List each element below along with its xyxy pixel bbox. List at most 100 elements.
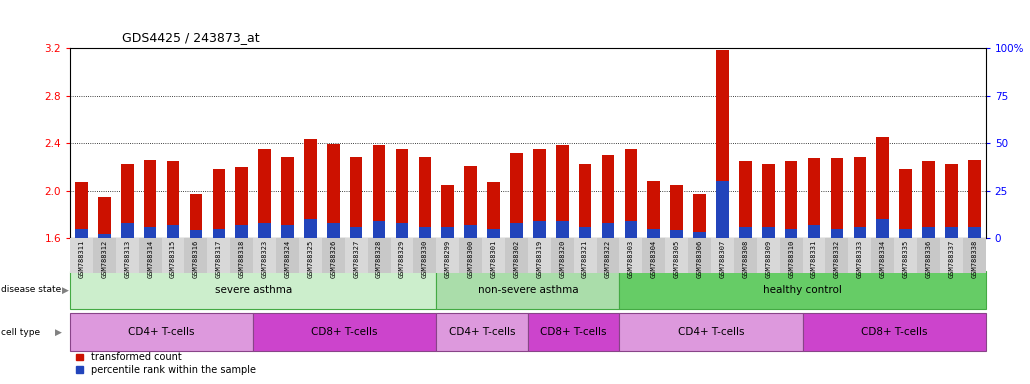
Bar (671, 230, 683, 238)
Text: GSM788335: GSM788335 (902, 240, 908, 278)
Bar (665, 238, 688, 273)
Bar (917, 238, 940, 273)
Bar (940, 238, 963, 273)
Text: GSM788326: GSM788326 (331, 240, 337, 278)
Bar (321, 238, 345, 273)
Text: GSM788334: GSM788334 (880, 240, 886, 278)
Bar (418, 227, 432, 238)
Text: GSM788338: GSM788338 (971, 240, 977, 278)
Bar (619, 271, 986, 309)
Bar (350, 157, 363, 238)
Bar (327, 223, 340, 238)
Bar (849, 238, 871, 273)
Text: GSM788305: GSM788305 (674, 240, 680, 278)
Bar (442, 185, 454, 238)
Bar (167, 161, 179, 238)
Text: GSM788321: GSM788321 (582, 240, 588, 278)
Bar (190, 194, 202, 238)
Text: disease state: disease state (1, 285, 61, 295)
Text: GSM788308: GSM788308 (743, 240, 749, 278)
Bar (207, 238, 231, 273)
Bar (780, 238, 802, 273)
Bar (281, 225, 294, 238)
Bar (253, 313, 437, 351)
Bar (596, 238, 619, 273)
Bar (437, 238, 459, 273)
Text: ▶: ▶ (55, 328, 62, 337)
Bar (757, 238, 780, 273)
Text: GSM788320: GSM788320 (559, 240, 565, 278)
Bar (825, 238, 849, 273)
Text: CD4+ T-cells: CD4+ T-cells (449, 327, 515, 337)
Bar (922, 161, 935, 238)
Bar (802, 313, 986, 351)
Bar (946, 227, 958, 238)
Bar (643, 238, 665, 273)
Text: CD4+ T-cells: CD4+ T-cells (129, 327, 195, 337)
Bar (121, 164, 134, 238)
Bar (281, 157, 294, 238)
Bar (963, 238, 986, 273)
Bar (487, 228, 500, 238)
Bar (350, 227, 363, 238)
Bar (98, 197, 110, 238)
Bar (854, 227, 866, 238)
Bar (711, 238, 734, 273)
Bar (236, 225, 248, 238)
Bar (390, 238, 413, 273)
Bar (693, 232, 706, 238)
Bar (413, 238, 437, 273)
Bar (459, 238, 482, 273)
Bar (75, 228, 88, 238)
Text: GSM788303: GSM788303 (628, 240, 633, 278)
Bar (304, 139, 316, 238)
Bar (93, 238, 115, 273)
Text: non-severe asthma: non-severe asthma (478, 285, 578, 295)
Bar (808, 225, 820, 238)
Bar (139, 238, 162, 273)
Bar (762, 164, 775, 238)
Text: GSM788337: GSM788337 (949, 240, 955, 278)
Bar (624, 221, 638, 238)
Bar (534, 149, 546, 238)
Bar (648, 181, 660, 238)
Bar (619, 313, 802, 351)
Text: GSM788319: GSM788319 (537, 240, 543, 278)
Text: GSM788329: GSM788329 (399, 240, 405, 278)
Text: ▶: ▶ (62, 285, 69, 295)
Bar (70, 313, 253, 351)
Text: GSM788318: GSM788318 (239, 240, 245, 278)
Bar (236, 167, 248, 238)
Text: GSM788302: GSM788302 (513, 240, 519, 278)
Bar (854, 157, 866, 238)
Text: GSM788333: GSM788333 (857, 240, 863, 278)
Text: GSM788316: GSM788316 (193, 240, 199, 278)
Text: GSM788315: GSM788315 (170, 240, 176, 278)
Bar (556, 146, 569, 238)
Bar (648, 228, 660, 238)
Bar (212, 228, 226, 238)
Bar (734, 238, 757, 273)
Bar (231, 238, 253, 273)
Bar (396, 149, 408, 238)
Bar (368, 238, 390, 273)
Bar (184, 238, 207, 273)
Bar (534, 221, 546, 238)
Bar (830, 159, 844, 238)
Bar (802, 238, 825, 273)
Bar (465, 225, 477, 238)
Bar (579, 227, 591, 238)
Text: GSM788317: GSM788317 (216, 240, 221, 278)
Legend: transformed count, percentile rank within the sample: transformed count, percentile rank withi… (72, 348, 261, 379)
Bar (465, 166, 477, 238)
Text: GSM788300: GSM788300 (468, 240, 474, 278)
Bar (808, 159, 820, 238)
Bar (527, 313, 619, 351)
Bar (482, 238, 505, 273)
Bar (830, 228, 844, 238)
Text: GSM788322: GSM788322 (605, 240, 611, 278)
Bar (98, 234, 110, 238)
Text: GSM788307: GSM788307 (719, 240, 725, 278)
Bar (785, 228, 797, 238)
Text: GSM788309: GSM788309 (765, 240, 771, 278)
